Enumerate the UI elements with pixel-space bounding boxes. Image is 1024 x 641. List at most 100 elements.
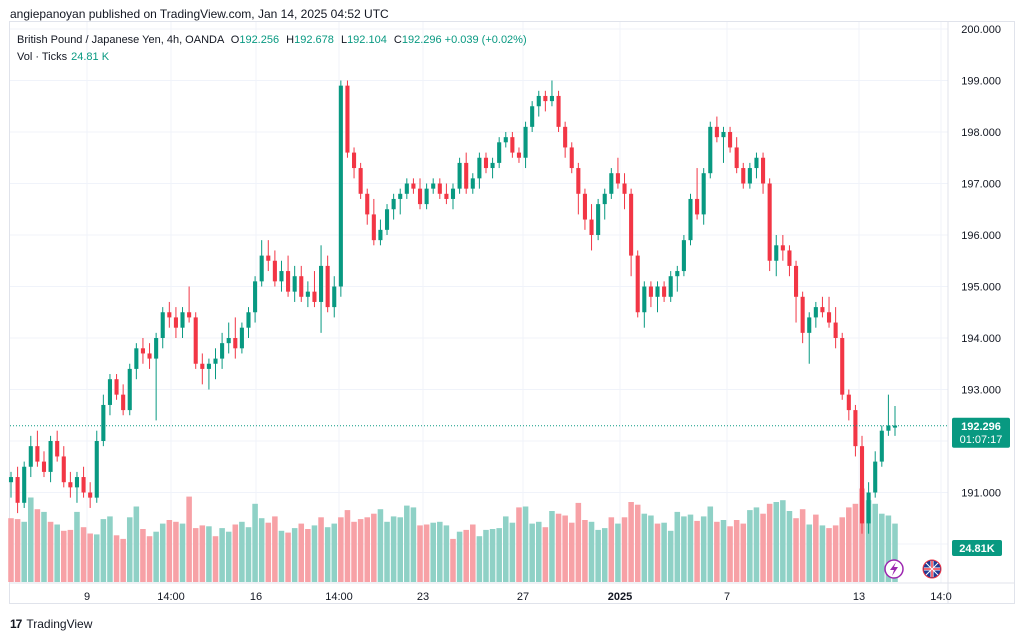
time-tick-label: 23: [417, 591, 429, 603]
volume-bar: [265, 522, 272, 582]
candle-body: [681, 240, 686, 272]
candle-body: [246, 312, 251, 328]
volume-bar: [852, 503, 859, 582]
candle-body: [299, 276, 304, 297]
candle-body: [629, 193, 634, 256]
volume-bar: [41, 511, 47, 582]
volume-bar: [654, 523, 661, 582]
candle-body: [154, 338, 159, 359]
candle-body: [180, 312, 185, 328]
volume-bar: [588, 521, 595, 582]
symbol-name[interactable]: British Pound / Japanese Yen, 4h, OANDA: [17, 34, 224, 46]
candle-body: [8, 477, 14, 483]
volume-bar: [476, 536, 483, 582]
candle-body: [272, 260, 277, 282]
volume-bar: [674, 511, 681, 582]
candle-body: [101, 404, 106, 441]
chart-frame: [9, 21, 1015, 604]
symbol-legend: British Pound / Japanese Yen, 4h, OANDA …: [17, 34, 527, 46]
change-value: +0.039 (+0.02%): [444, 34, 527, 46]
volume-bar: [80, 527, 87, 582]
volume-bar: [298, 523, 305, 582]
volume-bar: [100, 519, 107, 582]
time-tick-label: 14:00: [157, 591, 185, 603]
volume-bar: [470, 524, 476, 582]
volume-bar: [443, 525, 450, 582]
candle-body: [622, 183, 627, 194]
volume-bar: [179, 523, 186, 582]
volume-bar: [146, 536, 153, 582]
candle-body: [437, 183, 442, 194]
candle-body: [569, 147, 574, 169]
volume-bar: [879, 513, 885, 582]
volume-bar: [311, 525, 318, 582]
time-tick-label: 7: [724, 591, 730, 603]
volume-bar: [377, 509, 384, 582]
candle-body: [444, 193, 449, 199]
volume-bar: [166, 520, 173, 582]
countdown-text: 01:07:17: [960, 434, 1003, 446]
candle-body: [793, 265, 799, 297]
candle-body: [477, 157, 482, 179]
volume-bar: [793, 518, 799, 582]
volume-bar: [780, 500, 786, 582]
time-tick-label: 14:0: [930, 591, 951, 603]
candle-body: [384, 209, 390, 230]
candle-body: [675, 271, 680, 277]
volume-bar: [232, 524, 239, 582]
candle-body: [609, 173, 614, 194]
candle-body: [503, 137, 508, 143]
volume-bar: [700, 516, 707, 582]
lightning-icon[interactable]: [884, 559, 904, 579]
candle-body: [312, 291, 317, 302]
candle-body: [543, 95, 548, 102]
volume-label[interactable]: Vol · Ticks: [17, 51, 68, 63]
volume-bar: [351, 521, 357, 582]
volume-legend: Vol · Ticks 24.81 K: [17, 51, 109, 63]
volume-bar: [766, 503, 773, 582]
volume-bar: [61, 530, 67, 582]
volume-bar: [186, 496, 192, 582]
candle-body: [68, 482, 73, 488]
candle-body: [74, 477, 80, 488]
price-tick-label: 198.000: [961, 127, 1001, 139]
candle-body: [655, 286, 660, 297]
volume-bar: [542, 527, 549, 582]
candle-body: [859, 446, 865, 524]
candle-body: [15, 477, 20, 503]
time-tick-label: 16: [250, 591, 262, 603]
candle-body: [820, 307, 825, 313]
candle-body: [332, 286, 337, 308]
volume-bar: [159, 523, 166, 582]
volume-bar: [417, 525, 423, 582]
volume-bar: [733, 520, 740, 582]
tradingview-footer[interactable]: 17 TradingView: [10, 617, 92, 631]
tradingview-logo-icon: 17: [10, 617, 22, 631]
volume-bar: [252, 503, 258, 582]
uk-flag-icon[interactable]: [922, 559, 942, 579]
candle-body: [807, 317, 812, 333]
candle-body: [787, 250, 792, 266]
volume-bar: [747, 510, 753, 582]
volume-bar: [28, 497, 34, 582]
candle-body: [134, 348, 139, 369]
candle-body: [767, 183, 772, 261]
volume-bar: [278, 530, 285, 582]
volume-badge-text: 24.81K: [959, 543, 995, 555]
volume-badge: [952, 540, 1002, 556]
candle-body: [589, 219, 594, 235]
volume-bar: [555, 513, 562, 582]
volume-bar: [8, 518, 14, 582]
candle-body: [417, 188, 423, 205]
candle-body: [200, 363, 205, 369]
candle-body: [220, 343, 225, 359]
volume-bar: [549, 511, 555, 582]
lightning-bolt: [890, 562, 898, 576]
volume-bar: [595, 529, 601, 582]
volume-bars: [8, 488, 898, 582]
candle-body: [701, 173, 706, 215]
volume-bar: [338, 517, 344, 582]
candle-body: [48, 441, 53, 472]
